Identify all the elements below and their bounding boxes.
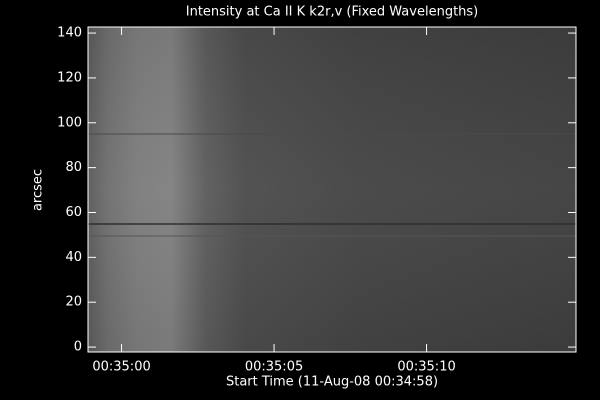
y-tick-label: 60 (65, 205, 82, 220)
y-tick-label: 100 (57, 115, 82, 130)
x-tick-label: 00:35:05 (245, 360, 303, 375)
x-tick-label: 00:35:00 (92, 360, 150, 375)
y-tick-label: 20 (65, 295, 82, 310)
y-axis-label: arcsec (31, 169, 46, 211)
y-tick-label: 40 (65, 250, 82, 265)
chart-title: Intensity at Ca II K k2r,v (Fixed Wavele… (186, 5, 479, 20)
y-tick-label: 120 (57, 70, 82, 85)
y-tick-label: 80 (65, 160, 82, 175)
y-tick-label: 140 (57, 26, 82, 41)
x-axis-label: Start Time (11-Aug-08 00:34:58) (226, 375, 438, 390)
plot-frame (87, 26, 577, 353)
x-tick-label: 00:35:10 (397, 360, 455, 375)
image-shade (88, 27, 576, 352)
y-tick-label: 0 (74, 340, 82, 355)
